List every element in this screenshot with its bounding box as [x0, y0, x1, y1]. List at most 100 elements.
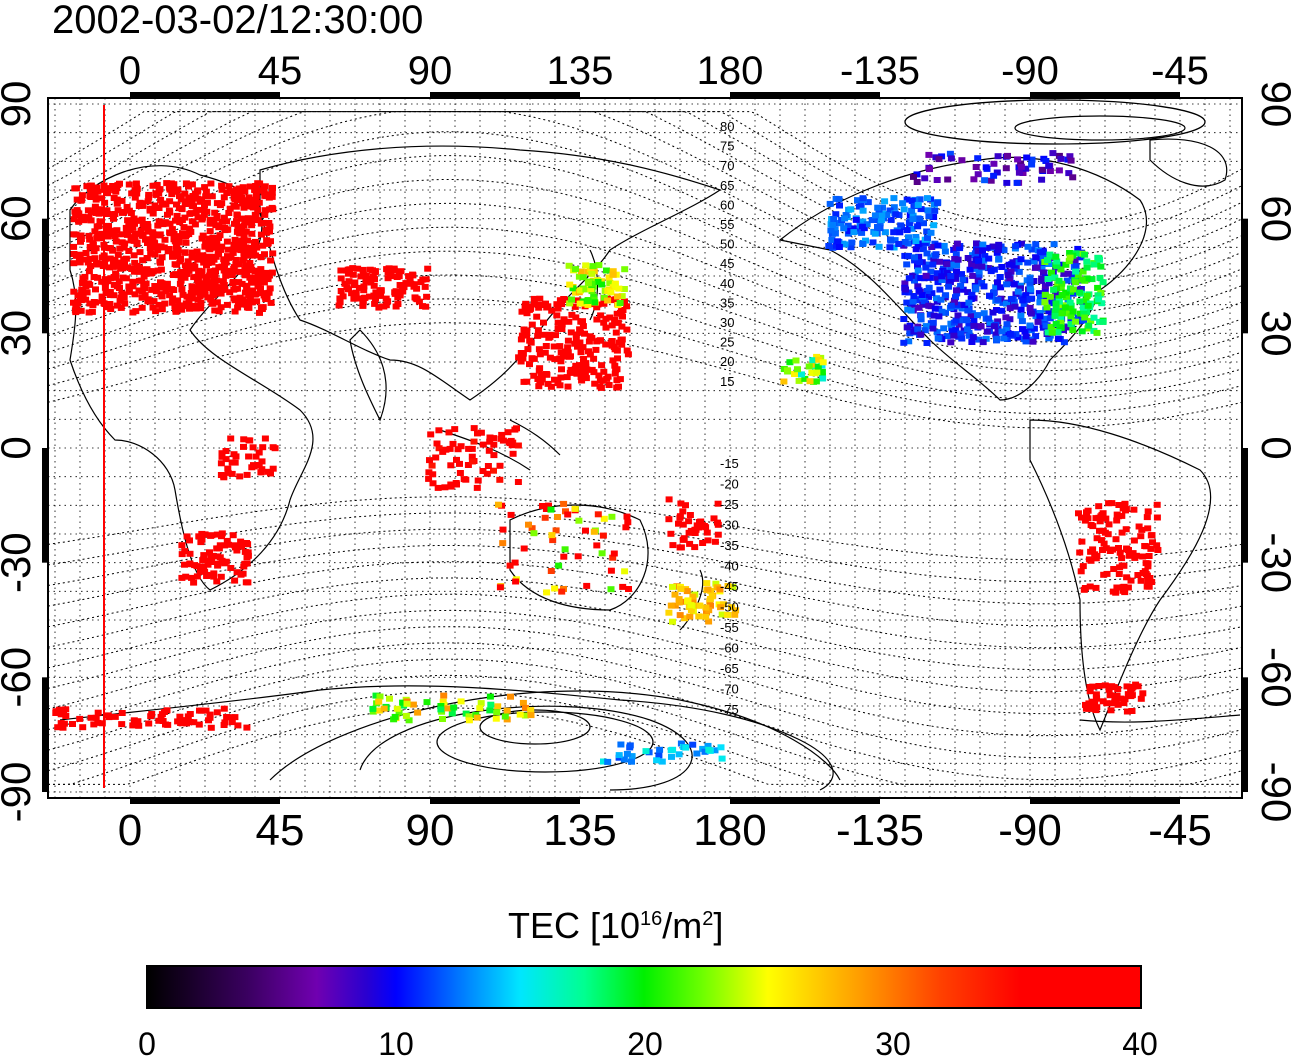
tec-point	[83, 289, 91, 296]
north-pole-contour	[1014, 115, 1186, 141]
tec-point	[417, 279, 425, 286]
tec-point	[188, 254, 196, 260]
colorbar-title: TEC [1016/m2]	[508, 905, 724, 946]
tec-point	[507, 693, 514, 700]
tec-point	[1142, 571, 1150, 577]
tec-point	[425, 469, 433, 476]
tec-point	[914, 267, 922, 274]
tec-point	[140, 273, 148, 280]
tec-point	[409, 272, 417, 279]
tec-point	[921, 239, 929, 246]
tec-point	[1093, 535, 1101, 542]
tec-point	[243, 285, 251, 292]
tec-point	[145, 720, 153, 727]
tec-point	[1074, 245, 1082, 252]
tec-point	[1099, 510, 1107, 517]
tec-point	[1044, 257, 1051, 264]
tec-point	[447, 481, 455, 488]
tec-point	[247, 264, 255, 270]
tec-point	[1127, 577, 1135, 584]
tec-point	[78, 279, 86, 286]
tec-point	[1082, 701, 1089, 708]
tec-point	[218, 533, 225, 540]
tec-point	[231, 577, 239, 584]
tec-point	[257, 231, 265, 238]
tec-point	[806, 378, 814, 385]
tec-point	[1093, 329, 1101, 336]
tec-point	[106, 292, 114, 298]
magnetic-contour	[47, 577, 1243, 671]
tec-point	[952, 245, 960, 252]
tec-point	[486, 707, 494, 714]
tec-point	[1137, 533, 1145, 540]
tec-point	[215, 545, 223, 552]
tec-point	[169, 252, 177, 259]
tec-point	[245, 304, 253, 311]
top-axis-tick-label: 0	[119, 49, 141, 93]
tec-point	[210, 268, 218, 275]
tec-point	[200, 207, 208, 214]
tec-point	[1017, 306, 1025, 313]
tec-point	[685, 529, 693, 536]
tec-point	[168, 226, 176, 233]
tec-point	[679, 521, 687, 528]
tec-point	[202, 193, 210, 200]
tec-point	[1091, 551, 1099, 558]
tec-point	[878, 212, 886, 218]
magnetic-contour	[47, 658, 1243, 781]
tec-point	[260, 185, 268, 191]
tec-point	[1010, 262, 1018, 269]
tec-point	[343, 284, 351, 291]
tec-point	[576, 300, 584, 307]
tec-point	[941, 248, 949, 255]
tec-point	[546, 354, 554, 361]
tec-point	[1033, 264, 1041, 271]
tec-point	[669, 746, 677, 753]
tec-point	[164, 248, 172, 255]
tec-point	[1144, 563, 1152, 570]
tec-point	[73, 196, 81, 203]
tec-point	[208, 193, 216, 200]
tec-point	[240, 254, 248, 261]
tec-point	[210, 573, 218, 580]
tec-point	[429, 471, 437, 478]
left-axis-tick-label: -60	[0, 647, 39, 708]
tec-point	[477, 700, 485, 707]
tec-point	[522, 704, 529, 711]
tec-point	[550, 343, 558, 350]
tec-point	[564, 344, 572, 351]
tec-point	[1149, 539, 1156, 546]
tec-point	[1003, 321, 1011, 328]
tec-point	[190, 579, 198, 586]
tec-point	[254, 207, 262, 214]
tec-point	[188, 249, 196, 256]
contour-label: -65	[720, 661, 739, 676]
tec-point	[993, 335, 1001, 342]
tec-point	[1072, 263, 1080, 269]
tec-point	[138, 288, 146, 295]
tec-point	[166, 292, 174, 299]
tec-point	[73, 252, 81, 259]
tec-point	[571, 303, 579, 310]
tec-point	[990, 172, 998, 179]
tec-point	[354, 265, 362, 272]
tec-point	[1016, 285, 1024, 292]
tec-point	[160, 244, 168, 251]
tec-point	[106, 185, 114, 192]
tec-point	[233, 212, 241, 219]
tec-point	[496, 462, 504, 469]
tec-point	[692, 526, 700, 533]
contour-label: -30	[720, 518, 739, 533]
tec-point	[495, 501, 502, 508]
tec-point	[1110, 566, 1118, 572]
tec-point	[933, 274, 941, 281]
tec-point	[665, 496, 673, 503]
tec-point	[219, 278, 227, 285]
tec-point	[603, 267, 610, 274]
tec-point	[714, 531, 722, 538]
tec-point	[152, 308, 160, 315]
tec-point	[536, 365, 544, 372]
tec-point	[608, 513, 616, 520]
tec-point	[120, 294, 128, 301]
tec-point	[178, 720, 186, 727]
